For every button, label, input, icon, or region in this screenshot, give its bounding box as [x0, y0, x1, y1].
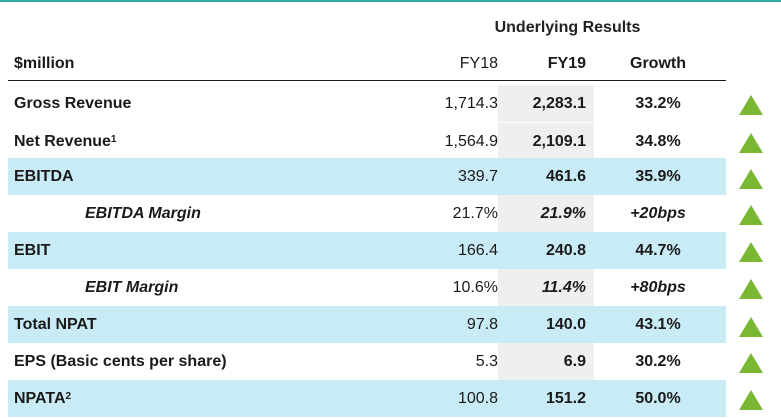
- table-row-gross-revenue: Gross Revenue 1,714.3 2,283.1 33.2%: [8, 85, 726, 123]
- row-label: Total NPAT: [14, 315, 97, 333]
- top-rule: [0, 0, 781, 2]
- table-row-npata: NPATA 2 100.8 151.2 50.0%: [8, 380, 726, 418]
- up-arrow-icon: [739, 279, 763, 299]
- header-divider: [8, 80, 726, 81]
- row-label: Net Revenue 1: [14, 132, 117, 150]
- row-fy19: 140.0: [545, 315, 586, 333]
- row-growth: 44.7%: [635, 241, 681, 259]
- column-header-fy18: FY18: [459, 55, 498, 72]
- row-label: EPS (Basic cents per share): [14, 352, 227, 370]
- up-arrow-icon: [739, 242, 763, 262]
- fy19-cell-bg: [498, 269, 594, 306]
- fy19-cell-bg: [498, 85, 594, 122]
- table-row-ebitda: EBITDA 339.7 461.6 35.9%: [8, 158, 726, 196]
- row-label: EBIT Margin: [85, 278, 179, 296]
- row-fy19: 2,109.1: [532, 132, 586, 150]
- table-row-ebit-margin: EBIT Margin 10.6% 11.4% +80bps: [8, 269, 726, 307]
- up-arrow-icon: [739, 353, 763, 373]
- row-growth: 35.9%: [635, 167, 681, 185]
- up-arrow-icon: [739, 390, 763, 410]
- row-label: EBITDA: [14, 167, 74, 185]
- row-growth: 30.2%: [635, 352, 681, 370]
- table-row-net-revenue: Net Revenue 1 1,564.9 2,109.1 34.8%: [8, 123, 726, 161]
- row-fy18: 97.8: [466, 315, 498, 333]
- up-arrow-icon: [739, 169, 763, 189]
- row-growth: +80bps: [630, 278, 686, 296]
- row-label: Gross Revenue: [14, 94, 132, 112]
- row-growth: +20bps: [630, 204, 686, 222]
- row-fy19: 11.4%: [541, 278, 586, 296]
- row-fy19: 151.2: [545, 389, 586, 407]
- row-fy18: 100.8: [457, 389, 498, 407]
- row-growth: 33.2%: [635, 94, 681, 112]
- table-row-eps: EPS (Basic cents per share) 5.3 6.9 30.2…: [8, 343, 726, 381]
- up-arrow-icon: [739, 133, 763, 153]
- row-fy19: 2,283.1: [532, 94, 586, 112]
- row-fy19: 21.9%: [540, 204, 586, 222]
- table-row-ebit: EBIT 166.4 240.8 44.7%: [8, 232, 726, 270]
- row-fy19: 461.6: [545, 167, 586, 185]
- row-label: EBITDA Margin: [85, 204, 201, 222]
- fy19-cell-bg: [498, 123, 594, 160]
- row-fy19: 6.9: [563, 352, 586, 370]
- underlying-results-header: Underlying Results: [494, 19, 641, 36]
- row-label: NPATA 2: [14, 389, 72, 407]
- column-header-label: $million: [14, 55, 75, 72]
- row-growth: 34.8%: [635, 132, 681, 150]
- row-fy18: 1,714.3: [444, 94, 498, 112]
- column-header-row: $million FY18 FY19 Growth: [0, 47, 781, 81]
- row-fy18: 5.3: [475, 352, 498, 370]
- column-header-growth: Growth: [630, 55, 686, 72]
- fy19-cell-bg: [498, 343, 594, 380]
- up-arrow-icon: [739, 205, 763, 225]
- up-arrow-icon: [739, 95, 763, 115]
- row-fy18: 10.6%: [452, 278, 498, 296]
- row-label: EBIT: [14, 241, 51, 259]
- fy19-cell-bg: [498, 195, 594, 232]
- row-fy18: 1,564.9: [444, 132, 498, 150]
- table-row-total-npat: Total NPAT 97.8 140.0 43.1%: [8, 306, 726, 344]
- column-header-fy19: FY19: [547, 55, 586, 72]
- row-growth: 50.0%: [635, 389, 681, 407]
- row-fy18: 339.7: [457, 167, 498, 185]
- row-fy18: 166.4: [457, 241, 498, 259]
- row-fy18: 21.7%: [452, 204, 498, 222]
- row-fy19: 240.8: [545, 241, 586, 259]
- row-growth: 43.1%: [635, 315, 681, 333]
- up-arrow-icon: [739, 317, 763, 337]
- table-row-ebitda-margin: EBITDA Margin 21.7% 21.9% +20bps: [8, 195, 726, 233]
